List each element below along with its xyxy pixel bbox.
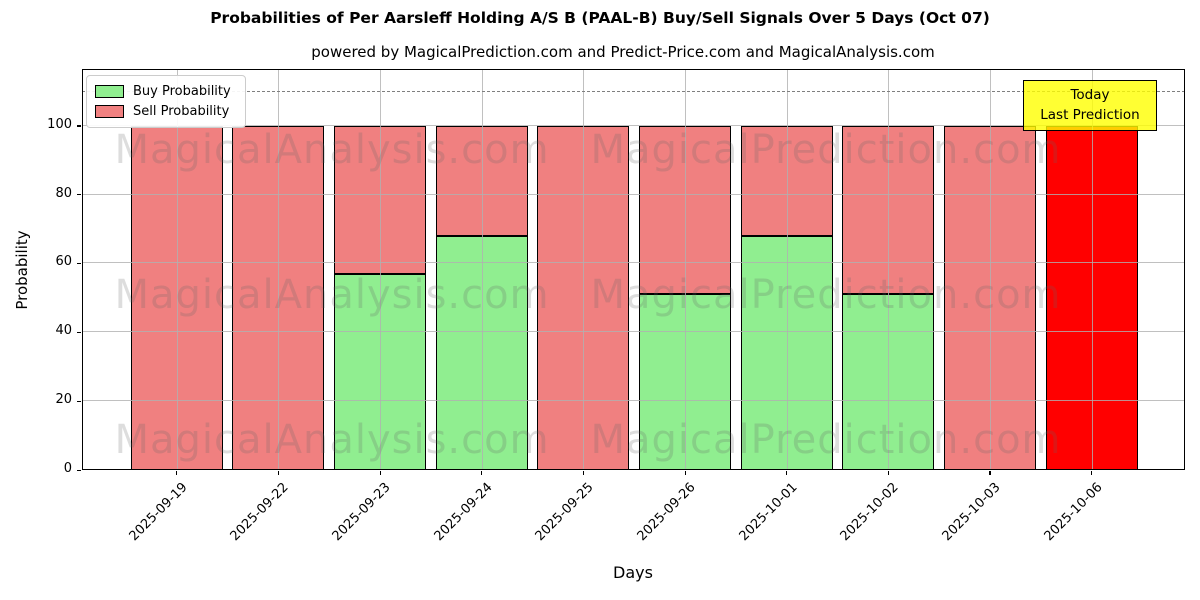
xtick-mark-2025-09-22 bbox=[277, 471, 280, 475]
gridline-x-2025-09-22 bbox=[278, 69, 280, 470]
watermark-right-row1: MagicalPrediction.com bbox=[590, 127, 1062, 173]
today-annotation-line2: Last Prediction bbox=[1040, 106, 1140, 123]
xtick-label-2025-10-06: 2025-10-06 bbox=[1041, 480, 1106, 545]
ytick-label-100: 100 bbox=[47, 116, 72, 132]
legend-entry-buy: Buy Probability bbox=[95, 84, 237, 99]
watermark-right-row2: MagicalPrediction.com bbox=[590, 272, 1062, 318]
gridline-y-80 bbox=[82, 193, 1185, 195]
legend: Buy Probability Sell Probability bbox=[86, 75, 246, 128]
legend-label-sell: Sell Probability bbox=[133, 104, 230, 119]
ytick-mark-80 bbox=[77, 194, 81, 196]
gridline-x-2025-09-23 bbox=[380, 69, 382, 470]
xtick-label-2025-09-23: 2025-09-23 bbox=[329, 480, 394, 545]
ytick-label-80: 80 bbox=[55, 185, 72, 201]
x-axis-label: Days bbox=[613, 563, 653, 582]
ytick-mark-0 bbox=[77, 469, 81, 471]
ytick-label-0: 0 bbox=[63, 461, 72, 476]
gridline-x-2025-10-03 bbox=[989, 69, 991, 470]
watermark-left-row1: MagicalAnalysis.com bbox=[114, 127, 550, 173]
gridline-x-2025-10-02 bbox=[888, 69, 890, 470]
xtick-label-2025-10-03: 2025-10-03 bbox=[939, 480, 1004, 545]
gridline-y-100 bbox=[82, 124, 1185, 126]
sell-color-swatch bbox=[95, 105, 124, 118]
xtick-mark-2025-09-25 bbox=[582, 471, 585, 475]
ytick-mark-20 bbox=[77, 400, 81, 402]
watermark-left-row3: MagicalAnalysis.com bbox=[114, 417, 550, 463]
plot-area: MagicalAnalysis.com MagicalPrediction.com… bbox=[82, 69, 1185, 470]
xtick-mark-2025-10-06 bbox=[1091, 471, 1093, 475]
xtick-label-2025-09-24: 2025-09-24 bbox=[431, 480, 496, 545]
chart-subtitle: powered by MagicalPrediction.com and Pre… bbox=[311, 43, 935, 61]
xtick-mark-2025-09-26 bbox=[684, 471, 686, 475]
xtick-label-2025-09-22: 2025-09-22 bbox=[227, 480, 292, 545]
ytick-label-60: 60 bbox=[55, 254, 72, 270]
threshold-dashed-line bbox=[82, 91, 1185, 93]
watermark-left-row2: MagicalAnalysis.com bbox=[114, 272, 550, 318]
chart-title: Probabilities of Per Aarsleff Holding A/… bbox=[210, 9, 990, 27]
gridline-x-2025-09-25 bbox=[583, 69, 585, 470]
ytick-mark-40 bbox=[77, 331, 81, 334]
xtick-mark-2025-09-23 bbox=[379, 471, 381, 475]
legend-entry-sell: Sell Probability bbox=[95, 104, 237, 119]
today-annotation-box: Today Last Prediction bbox=[1023, 80, 1157, 131]
today-annotation-line1: Today bbox=[1070, 86, 1110, 103]
watermark-right-row3: MagicalPrediction.com bbox=[590, 417, 1062, 463]
xtick-label-2025-10-02: 2025-10-02 bbox=[837, 480, 902, 545]
gridline-x-2025-10-06 bbox=[1091, 69, 1093, 470]
ytick-label-40: 40 bbox=[55, 323, 72, 339]
xtick-mark-2025-09-24 bbox=[481, 471, 483, 475]
xtick-mark-2025-10-02 bbox=[887, 471, 890, 475]
y-axis-label: Probability bbox=[13, 230, 31, 310]
gridline-y-60 bbox=[82, 262, 1185, 264]
gridline-y-40 bbox=[82, 331, 1185, 333]
gridline-y-20 bbox=[82, 400, 1185, 402]
xtick-label-2025-10-01: 2025-10-01 bbox=[736, 480, 801, 545]
xtick-label-2025-09-25: 2025-09-25 bbox=[532, 480, 597, 545]
gridline-x-2025-09-24 bbox=[481, 69, 483, 470]
xtick-mark-2025-10-01 bbox=[786, 471, 788, 475]
xtick-mark-2025-10-03 bbox=[989, 471, 991, 475]
buy-color-swatch bbox=[95, 85, 124, 98]
ytick-mark-60 bbox=[77, 262, 81, 265]
ytick-label-20: 20 bbox=[55, 392, 72, 408]
xtick-mark-2025-09-19 bbox=[176, 471, 178, 475]
gridline-x-2025-09-26 bbox=[685, 69, 686, 470]
gridline-x-2025-10-01 bbox=[786, 69, 788, 470]
xtick-label-2025-09-19: 2025-09-19 bbox=[126, 480, 191, 545]
ytick-mark-100 bbox=[77, 125, 81, 127]
gridline-x-2025-09-19 bbox=[176, 69, 178, 470]
legend-label-buy: Buy Probability bbox=[133, 84, 231, 99]
